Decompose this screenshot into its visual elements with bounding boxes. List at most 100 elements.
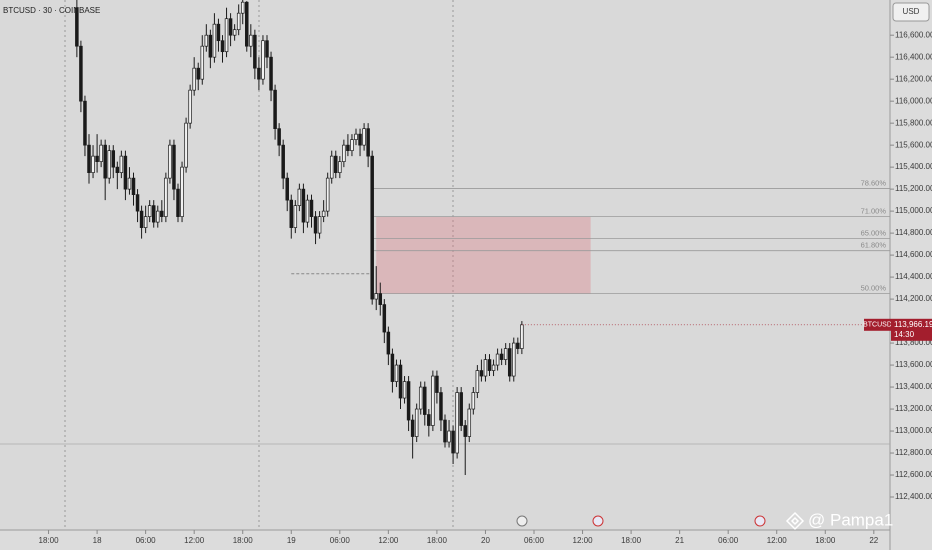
candle-body (382, 304, 387, 333)
candle-body (297, 188, 302, 206)
y-tick-label: 115,200.00 (895, 184, 932, 193)
candle-body (111, 150, 116, 168)
candle-body (107, 150, 111, 179)
x-tick-label: 12:00 (573, 536, 594, 545)
candle-body (289, 199, 294, 228)
watermark-logo (785, 511, 805, 531)
candle-body (366, 128, 370, 157)
event-icon[interactable] (516, 515, 528, 527)
candle-body (75, 7, 79, 47)
candle-body (285, 177, 289, 201)
candle-body (143, 216, 148, 228)
candle-body (293, 205, 298, 228)
y-tick-label: 116,600.00 (895, 30, 932, 39)
candle-body (358, 133, 362, 146)
y-tick-label: 114,600.00 (895, 250, 932, 259)
y-tick-label: 112,400.00 (895, 492, 932, 501)
y-tick-label: 115,800.00 (895, 118, 932, 127)
x-tick-label: 06:00 (136, 536, 157, 545)
candle-body (269, 56, 273, 91)
x-tick-label: 18:00 (621, 536, 642, 545)
candle-body (394, 364, 399, 382)
candle-body (354, 133, 358, 140)
currency[interactable]: USD (903, 7, 920, 16)
candle-body (423, 386, 427, 415)
event-icon[interactable] (754, 515, 766, 527)
symbol-badge (864, 318, 891, 331)
candle-body (87, 144, 91, 173)
candle-body (475, 370, 480, 393)
candle-body (224, 18, 229, 53)
y-tick-label: 114,400.00 (895, 272, 932, 281)
y-tick-label: 114,800.00 (895, 228, 932, 237)
candle-body (196, 67, 200, 80)
candle-body (123, 155, 128, 190)
candle-body (459, 392, 463, 426)
candle-body (208, 34, 213, 58)
x-tick-label: 19 (287, 536, 296, 545)
symbol-badge-label: BTCUSD (863, 322, 892, 329)
y-tick-label: 116,400.00 (895, 52, 932, 61)
candle-body (455, 392, 459, 454)
candle-body (410, 419, 415, 437)
candle-body (325, 177, 330, 212)
candle-body (491, 364, 496, 371)
candle-body (245, 1, 249, 47)
event-icons (516, 515, 766, 527)
watermark: @ Pampa1 (808, 510, 893, 529)
candle-body (317, 216, 322, 234)
candle-body (135, 194, 140, 212)
candle-body (95, 155, 99, 162)
candle-body (151, 205, 156, 223)
candle-body (350, 139, 354, 151)
candle-body (378, 293, 383, 305)
y-tick-label: 115,000.00 (895, 206, 932, 215)
x-tick-label: 12:00 (184, 536, 205, 545)
candle-body (386, 331, 391, 355)
candle-body (249, 34, 253, 47)
candle-body (414, 408, 419, 437)
candle-body (499, 353, 504, 360)
price-axis-panel (890, 0, 932, 550)
candle-body (487, 359, 492, 371)
candle-body (342, 144, 346, 162)
candle-body (253, 34, 257, 69)
candle-body (216, 23, 221, 42)
candle-body (334, 155, 338, 173)
y-tick-label: 113,800.00 (895, 338, 932, 347)
y-tick-label: 113,400.00 (895, 382, 932, 391)
y-tick-label: 112,800.00 (895, 448, 932, 457)
candle-body (160, 210, 164, 217)
x-tick-label: 18:00 (39, 536, 60, 545)
plot-layer: 112,400.00 112,600.00 112,800.00 113,000.00… (39, 0, 932, 545)
candle-body (431, 375, 435, 426)
candle-body (91, 155, 95, 173)
candle-body (495, 353, 500, 366)
candle-body (184, 122, 188, 168)
candle-body (463, 425, 467, 437)
candle-body (281, 144, 285, 179)
y-tick-label: 113,000.00 (895, 426, 932, 435)
candle-body (228, 18, 233, 36)
y-tick-label: 113,600.00 (895, 360, 932, 369)
y-tick-label: 115,400.00 (895, 162, 932, 171)
candle-body (301, 188, 306, 223)
candle-body (119, 155, 124, 173)
candle-body (83, 100, 87, 146)
candle-body (329, 155, 334, 179)
time-axis-panel (0, 530, 890, 550)
y-tick-label: 114,200.00 (895, 294, 932, 303)
fib-label: 65.00% (861, 229, 887, 238)
candle-body (192, 67, 196, 91)
candle-body (204, 34, 209, 47)
candle-body (220, 40, 225, 53)
currency-button[interactable] (892, 2, 930, 22)
candle-body (99, 144, 103, 162)
x-tick-label: 21 (675, 536, 684, 545)
candle-body (418, 386, 423, 410)
candle-body (447, 430, 451, 443)
candle-body (79, 45, 83, 102)
candle-body (370, 155, 374, 300)
event-icon[interactable] (592, 515, 604, 527)
